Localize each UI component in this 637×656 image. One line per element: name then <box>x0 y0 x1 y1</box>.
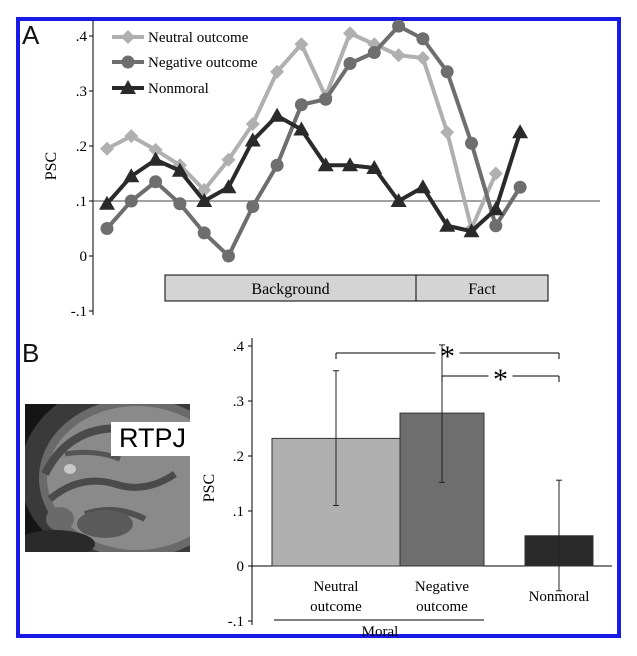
data-point <box>415 51 430 65</box>
legend-marker <box>121 30 135 44</box>
data-point <box>123 168 140 183</box>
rtpj-label: RTPJ <box>111 422 193 456</box>
data-point <box>343 57 357 70</box>
y-tick-label-a: -.1 <box>71 304 87 320</box>
y-tick-label-b: 0 <box>237 559 245 575</box>
significance-bracket: * <box>441 363 560 396</box>
data-point <box>416 32 430 46</box>
data-point <box>221 152 236 167</box>
period-box-background <box>164 274 417 302</box>
data-point <box>391 48 406 63</box>
significance-bracket: * <box>335 340 560 373</box>
data-point <box>488 166 503 181</box>
data-point <box>270 158 284 172</box>
y-tick-label-b: .4 <box>233 339 245 355</box>
data-point <box>100 222 114 235</box>
legend-label: Negative outcome <box>148 55 258 71</box>
data-point <box>489 219 503 233</box>
data-point <box>244 132 261 147</box>
bar-chart-psc-conditions: .5.4.3.2.10-.1PSCNeutraloutcomeNegativeo… <box>201 338 612 638</box>
y-axis-label-b: PSC <box>201 474 218 502</box>
data-point <box>440 125 455 140</box>
data-point <box>414 179 431 194</box>
data-point <box>319 92 333 106</box>
data-point <box>147 151 164 166</box>
y-tick-label-b: .1 <box>233 504 244 520</box>
y-tick-label-a: .4 <box>76 29 88 45</box>
series-nonmoral <box>99 107 529 238</box>
category-label-line2: outcome <box>416 599 468 615</box>
data-point <box>294 98 308 112</box>
data-point <box>220 179 237 194</box>
legend-label: Neutral outcome <box>148 30 249 46</box>
data-point <box>465 136 478 150</box>
data-point <box>367 46 381 59</box>
y-tick-label-b: -.1 <box>228 614 244 630</box>
legend-marker <box>121 55 135 69</box>
data-point <box>124 194 138 208</box>
data-point <box>463 223 480 238</box>
data-point <box>197 226 211 240</box>
legend-item-negative-outcome: Negative outcome <box>112 55 258 71</box>
data-point <box>173 197 187 211</box>
significance-star: * <box>440 340 455 373</box>
significance-star: * <box>493 363 508 396</box>
data-point <box>440 65 454 79</box>
series-negative-outcome <box>100 20 527 263</box>
data-point <box>99 195 115 210</box>
y-tick-label-a: 0 <box>80 249 88 265</box>
legend-item-nonmoral: Nonmoral <box>112 80 209 97</box>
data-point <box>343 26 357 41</box>
data-point <box>124 129 139 144</box>
data-point <box>269 107 286 122</box>
data-point <box>246 200 260 213</box>
data-point <box>390 193 407 207</box>
legend-marker <box>120 80 136 94</box>
category-label-line1: Neutral <box>314 579 359 595</box>
group-label-moral: Moral <box>362 624 399 638</box>
panel-b-label: B <box>22 338 40 368</box>
data-point <box>270 64 285 79</box>
data-point <box>196 193 213 207</box>
data-point <box>317 157 334 172</box>
period-label-fact: Fact <box>468 281 496 298</box>
data-point <box>513 180 527 194</box>
category-label-line1: Negative <box>415 579 469 595</box>
panel-a-label: A <box>22 20 40 50</box>
data-point <box>171 162 188 177</box>
data-point <box>342 157 358 172</box>
figure-frame <box>16 17 621 638</box>
data-point <box>392 20 406 33</box>
legend-item-neutral-outcome: Neutral outcome <box>112 30 249 46</box>
y-tick-label-b: .3 <box>233 394 244 410</box>
y-tick-label-b: .2 <box>233 449 244 465</box>
data-point <box>222 249 235 263</box>
data-point <box>293 121 310 136</box>
data-point <box>487 201 504 216</box>
data-point <box>149 175 163 189</box>
data-point <box>148 142 163 157</box>
data-point <box>366 160 383 174</box>
data-point <box>245 117 260 131</box>
data-point <box>294 37 309 52</box>
data-point <box>439 217 456 232</box>
data-point <box>100 141 114 156</box>
y-tick-label-a: .3 <box>76 84 87 100</box>
y-tick-label-a: .2 <box>76 139 87 155</box>
data-point <box>512 124 529 139</box>
brain-image <box>25 404 190 552</box>
period-box-fact <box>415 274 549 302</box>
legend-label: Nonmoral <box>148 81 209 97</box>
category-label-line2: outcome <box>310 599 362 615</box>
y-axis-label-a: PSC <box>43 152 60 180</box>
y-tick-label-a: .1 <box>76 194 87 210</box>
category-label-line1: Nonmoral <box>529 589 590 605</box>
period-label-background: Background <box>251 281 329 298</box>
